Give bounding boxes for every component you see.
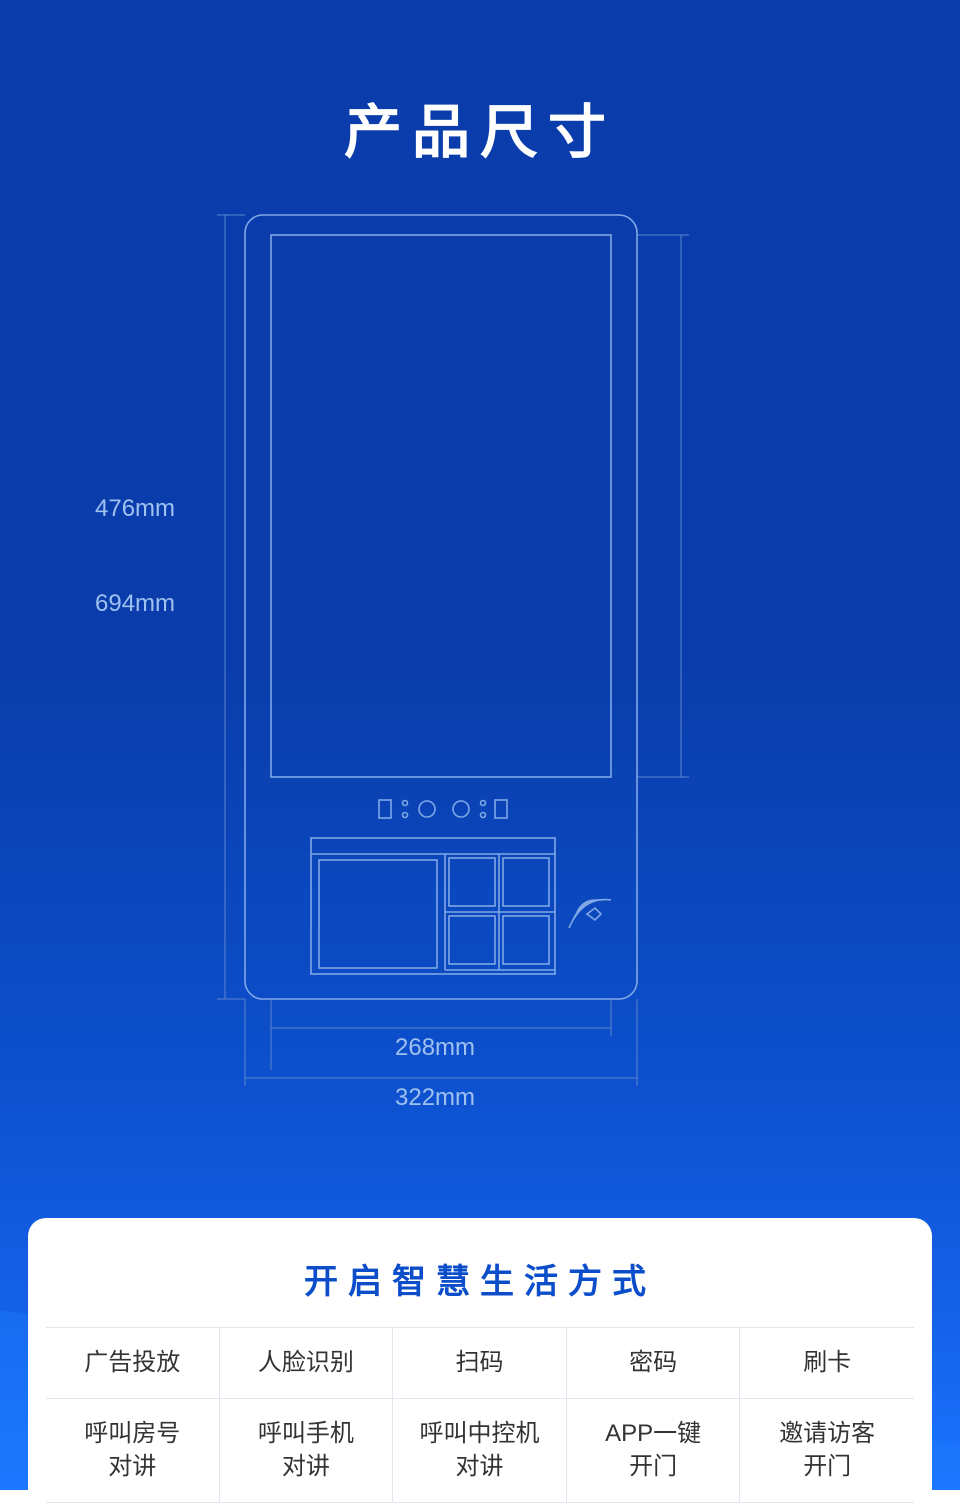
product-diagram: 694mm 476mm 268mm 322mm [95,210,865,1170]
feature-cell: 广告投放 [46,1328,220,1399]
dim-height-outer: 694mm [95,590,175,618]
features-title: 开启智慧生活方式 [46,1254,914,1303]
page-title: 产品尺寸 [0,85,960,169]
feature-cell: 扫码 [393,1328,567,1399]
features-grid: 广告投放 人脸识别 扫码 密码 刷卡 呼叫房号对讲 呼叫手机对讲 呼叫中控机对讲… [46,1327,914,1503]
feature-cell: 呼叫房号对讲 [46,1399,220,1503]
feature-cell: 人脸识别 [220,1328,394,1399]
feature-cell: 呼叫手机对讲 [220,1399,394,1503]
nfc-icon [569,900,611,928]
feature-cell: 刷卡 [740,1328,914,1399]
diagram-svg [95,210,865,1170]
feature-cell: 呼叫中控机对讲 [393,1399,567,1503]
feature-cell: 邀请访客开门 [740,1399,914,1503]
feature-cell: 密码 [567,1328,741,1399]
dim-width-inner: 268mm [395,1034,475,1062]
features-card: 开启智慧生活方式 广告投放 人脸识别 扫码 密码 刷卡 呼叫房号对讲 呼叫手机对… [28,1218,932,1490]
feature-cell: APP一键开门 [567,1399,741,1503]
dim-height-inner: 476mm [95,495,175,523]
dim-width-outer: 322mm [395,1084,475,1112]
